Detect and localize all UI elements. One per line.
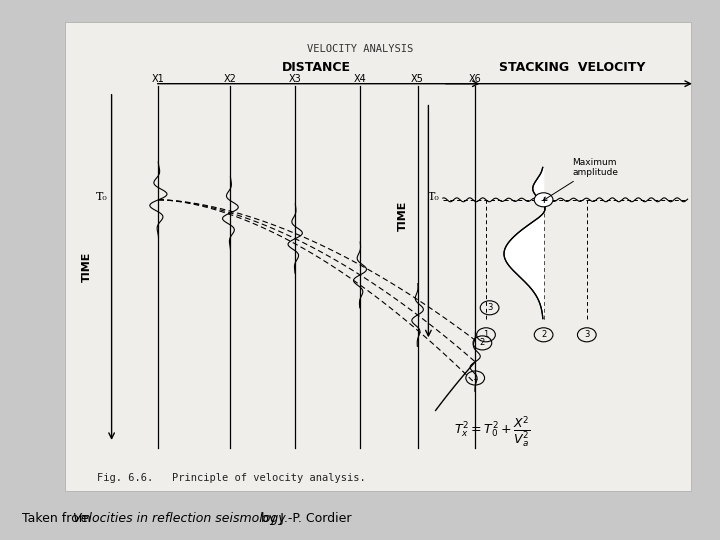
Text: +: + [540, 195, 547, 205]
Text: X3: X3 [289, 73, 302, 84]
Text: T₀: T₀ [96, 192, 108, 202]
Text: 3: 3 [487, 303, 492, 312]
Text: Maximum
amplitude: Maximum amplitude [544, 158, 618, 200]
Text: 1: 1 [483, 330, 489, 339]
Text: 2: 2 [541, 330, 546, 339]
Text: TIME: TIME [81, 252, 91, 282]
Text: X5: X5 [411, 73, 424, 84]
Text: Fig. 6.6.   Principle of velocity analysis.: Fig. 6.6. Principle of velocity analysis… [97, 473, 366, 483]
Text: VELOCITY ANALYSIS: VELOCITY ANALYSIS [307, 44, 413, 53]
Text: Taken from: Taken from [22, 512, 94, 525]
Circle shape [534, 193, 553, 207]
Text: STACKING  VELOCITY: STACKING VELOCITY [499, 61, 646, 74]
Text: X2: X2 [224, 73, 237, 84]
Text: TIME: TIME [398, 201, 408, 231]
Text: X6: X6 [469, 73, 482, 84]
Text: Velocities in reflection seismology: Velocities in reflection seismology [73, 512, 286, 525]
Text: DISTANCE: DISTANCE [282, 61, 351, 74]
Text: X1: X1 [152, 73, 165, 84]
Text: 2: 2 [480, 339, 485, 347]
Text: 3: 3 [584, 330, 590, 339]
Bar [65, 22, 691, 491]
Text: by J.-P. Cordier: by J.-P. Cordier [257, 512, 351, 525]
Text: X4: X4 [354, 73, 366, 84]
Text: 1: 1 [472, 374, 478, 382]
Text: $T^2_x = T^2_0 + \dfrac{X^2}{V^2_a}$: $T^2_x = T^2_0 + \dfrac{X^2}{V^2_a}$ [454, 414, 531, 450]
Text: T₀: T₀ [428, 192, 439, 202]
